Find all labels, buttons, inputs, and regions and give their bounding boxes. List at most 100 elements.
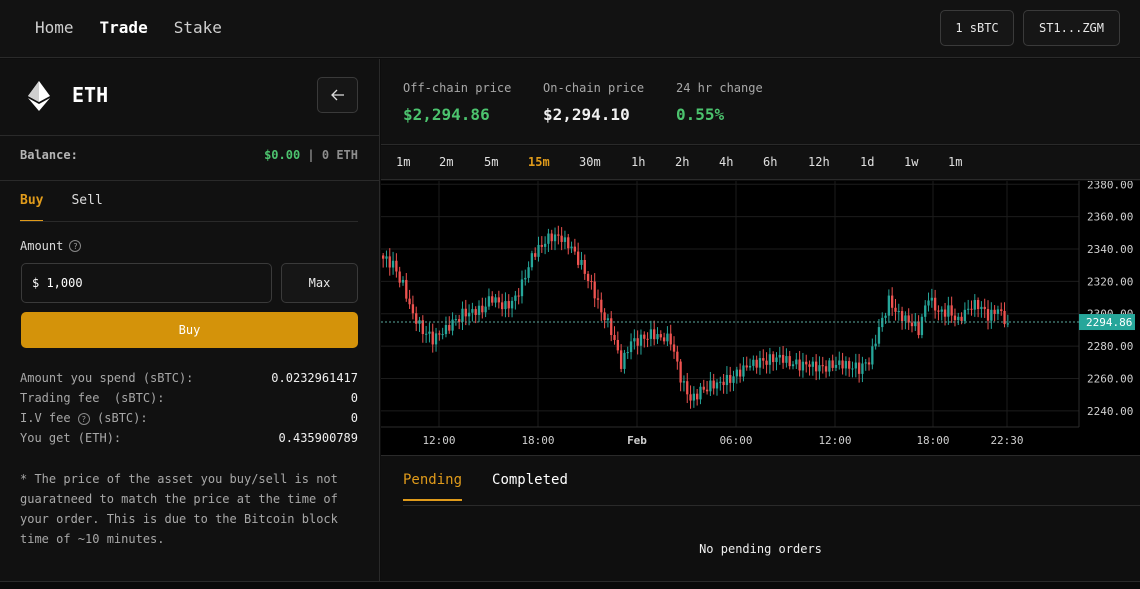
candle [491, 296, 494, 303]
timeframe-30m[interactable]: 30m [579, 155, 601, 169]
candle [477, 305, 481, 315]
candle [583, 259, 586, 274]
candle [841, 360, 844, 369]
last-price-badge [1079, 314, 1135, 331]
timeframe-1m[interactable]: 1m [396, 155, 411, 169]
candle [900, 311, 904, 322]
y-tick-label: 2260.00 [1087, 372, 1133, 385]
candle [666, 333, 669, 342]
nav-trade[interactable]: Trade [99, 18, 148, 37]
candle [527, 267, 530, 278]
candle [679, 361, 682, 383]
candle [424, 333, 428, 335]
candle [438, 333, 441, 335]
candle [534, 253, 537, 257]
price-chart[interactable]: 2380.002360.002340.002320.002300.002280.… [381, 181, 1140, 455]
candle [781, 354, 785, 363]
timeframe-6h[interactable]: 6h [763, 155, 778, 169]
y-tick-label: 2340.00 [1087, 243, 1133, 256]
summary-value: 0.435900789 [278, 431, 358, 445]
candle [808, 364, 811, 367]
nav-stake[interactable]: Stake [173, 18, 222, 37]
amount-label: Amount ? [20, 239, 82, 253]
timeframe-15m[interactable]: 15m [528, 155, 550, 169]
candle [867, 362, 871, 365]
candle [682, 381, 686, 383]
tab-buy[interactable]: Buy [20, 193, 44, 222]
buy-button[interactable]: Buy [21, 312, 358, 348]
candle [877, 327, 881, 344]
candle [639, 334, 643, 346]
summary-value: 0.0232961417 [271, 371, 358, 385]
candle [494, 297, 497, 303]
tab-sell[interactable]: Sell [71, 193, 103, 208]
candle [907, 315, 910, 323]
candle [603, 312, 606, 321]
candle [904, 315, 907, 322]
summary-key: You get (ETH): [20, 431, 122, 445]
candle [467, 312, 471, 317]
trade-panel: ETH Balance: $0.00 | 0 ETH Buy Sell Amou… [0, 59, 380, 581]
candle [953, 315, 957, 321]
nav-home[interactable]: Home [35, 18, 74, 37]
timeframe-1w[interactable]: 1w [904, 155, 919, 169]
candle [600, 299, 603, 313]
candle [950, 305, 953, 316]
max-button[interactable]: Max [281, 263, 358, 303]
timeframe-1m-month[interactable]: 1m [948, 155, 963, 169]
candle [633, 338, 636, 342]
candle [395, 260, 398, 272]
candle [616, 339, 619, 351]
candle [795, 359, 798, 365]
timeframe-1d[interactable]: 1d [860, 155, 875, 169]
summary-value: 0 [350, 391, 358, 405]
sbtc-balance-button[interactable]: 1 sBTC [940, 10, 1014, 46]
help-icon[interactable]: ? [77, 413, 90, 425]
tab-pending[interactable]: Pending [403, 472, 463, 501]
candle [758, 358, 762, 368]
timeframe-2h[interactable]: 2h [675, 155, 690, 169]
candle [613, 334, 616, 340]
main-nav: Home Trade Stake [35, 18, 222, 37]
candle [910, 322, 914, 327]
candle [943, 309, 947, 317]
candle [580, 259, 583, 265]
candle [990, 309, 993, 321]
candle [729, 374, 732, 383]
help-icon[interactable]: ? [69, 240, 82, 252]
ethereum-icon [28, 81, 50, 111]
candle [788, 356, 791, 367]
x-tick-label: 12:00 [422, 434, 455, 447]
change-24h-label: 24 hr change [676, 81, 763, 95]
timeframe-2m[interactable]: 2m [439, 155, 454, 169]
back-button[interactable] [317, 77, 358, 113]
candle [917, 321, 920, 336]
candle [524, 277, 527, 280]
candle [514, 295, 517, 301]
timeframe-12h[interactable]: 12h [808, 155, 830, 169]
candle [874, 343, 877, 347]
candle [785, 356, 788, 363]
bottom-strip [0, 581, 1140, 589]
candle [871, 346, 874, 365]
candle [441, 334, 444, 336]
candle [848, 361, 851, 369]
timeframe-4h[interactable]: 4h [719, 155, 734, 169]
summary-key: I.V fee ? (sBTC): [20, 411, 148, 431]
summary-key: Trading fee (sBTC): [20, 391, 165, 405]
orders-panel: Pending Completed No pending orders [381, 455, 1140, 581]
change-24h-value: 0.55% [676, 105, 725, 124]
balance-separator: | [300, 148, 322, 162]
candle [382, 255, 385, 259]
amount-input[interactable] [21, 263, 272, 303]
candle [676, 351, 679, 362]
wallet-button[interactable]: ST1...ZGM [1023, 10, 1120, 46]
timeframe-5m[interactable]: 5m [484, 155, 499, 169]
summary-row: Amount you spend (sBTC): 0.0232961417 [20, 371, 358, 391]
buy-sell-tabs: Buy Sell [20, 193, 103, 222]
offchain-price: Off-chain price $2,294.86 [403, 81, 511, 124]
candle [385, 256, 388, 259]
tab-completed[interactable]: Completed [492, 472, 568, 488]
timeframe-1h[interactable]: 1h [631, 155, 646, 169]
order-summary: Amount you spend (sBTC): 0.0232961417 Tr… [20, 371, 358, 451]
